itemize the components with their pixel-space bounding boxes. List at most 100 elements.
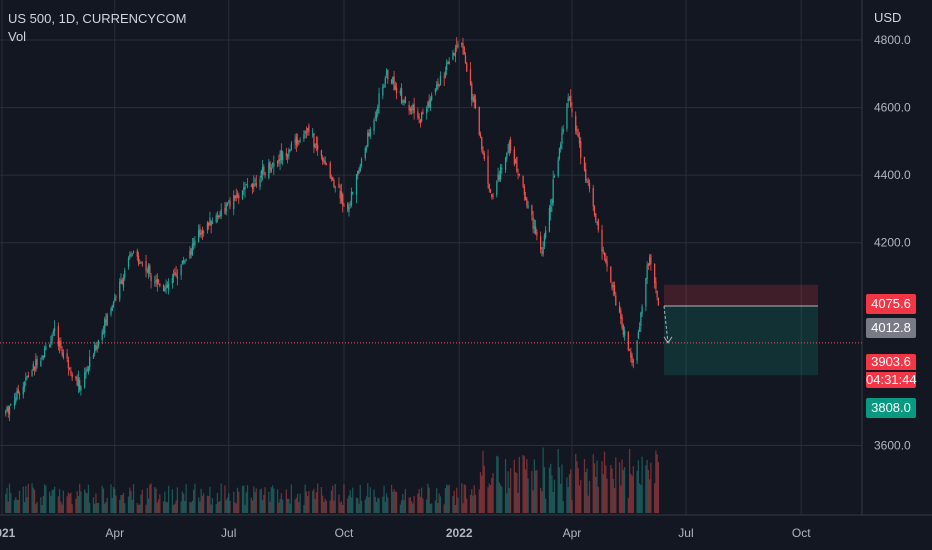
volume-bar — [120, 495, 122, 513]
candle-body — [655, 281, 657, 289]
candle-body — [273, 163, 275, 167]
volume-bar — [288, 498, 290, 513]
volume-bar — [517, 492, 519, 513]
volume-bar — [541, 491, 543, 513]
candle-body — [70, 370, 72, 374]
volume-bar — [632, 466, 634, 513]
candle-body — [552, 179, 554, 204]
candle-body — [399, 90, 401, 94]
candle-body — [474, 99, 477, 108]
volume-bar — [429, 503, 432, 513]
candle-body — [270, 167, 272, 172]
volume-bar — [561, 464, 563, 513]
volume-bar — [62, 490, 65, 513]
candle-body — [183, 260, 185, 263]
volume-bar — [605, 465, 607, 513]
volume-bar — [377, 497, 379, 513]
candle-body — [130, 253, 132, 257]
volume-bar — [647, 469, 650, 513]
stop-zone — [664, 284, 818, 306]
candle-body — [102, 330, 105, 332]
volume-bar — [190, 502, 192, 513]
volume-bar — [13, 499, 16, 513]
candle-body — [481, 137, 483, 150]
volume-bar — [130, 491, 132, 513]
volume-bar — [154, 487, 156, 513]
volume-bar — [384, 501, 386, 513]
volume-bar — [601, 461, 603, 513]
volume-bar — [508, 487, 510, 513]
volume-bar — [36, 501, 38, 513]
candle-body — [297, 139, 299, 144]
volume-bar — [115, 495, 117, 513]
volume-bar — [474, 494, 477, 513]
symbol-label[interactable]: US 500, 1D, CURRENCYCOM — [8, 11, 187, 26]
volume-bar — [23, 502, 26, 513]
volume-bar — [137, 504, 140, 513]
candle-body — [92, 354, 95, 359]
candle-body — [325, 164, 328, 166]
volume-bar — [50, 495, 52, 513]
volume-bar — [16, 499, 18, 513]
candle-body — [27, 375, 29, 377]
volume-bar — [145, 504, 147, 513]
volume-bar — [446, 484, 448, 513]
volume-bar — [76, 491, 78, 513]
candle-body — [602, 249, 604, 252]
volume-bar — [313, 488, 315, 513]
candle-body — [558, 148, 561, 159]
volume-bar — [367, 483, 369, 513]
candle-body — [36, 359, 38, 366]
candle-body — [132, 251, 135, 253]
volume-bar — [478, 489, 480, 513]
volume-bar — [364, 499, 366, 513]
volume-bar — [110, 484, 112, 513]
candle-body — [561, 132, 563, 144]
candle-body — [438, 84, 440, 86]
candle-body — [339, 190, 341, 199]
volume-bar — [461, 483, 463, 513]
volume-label[interactable]: Vol — [8, 29, 27, 44]
volume-bar — [514, 472, 517, 513]
candle-body — [155, 279, 157, 282]
volume-bar — [654, 483, 656, 513]
volume-bar — [532, 490, 534, 513]
candle-body — [233, 194, 235, 210]
volume-bar — [334, 483, 336, 513]
volume-bar — [447, 485, 449, 513]
candle-body — [330, 177, 333, 179]
candle-body — [522, 175, 524, 187]
volume-bar — [155, 488, 157, 513]
volume-bar — [198, 497, 200, 513]
y-tick-label: 4200.0 — [874, 236, 911, 250]
volume-bar — [342, 504, 344, 513]
candle-body — [557, 159, 559, 177]
candle-body — [280, 149, 282, 161]
volume-bar — [43, 484, 46, 513]
volume-bar — [67, 492, 70, 513]
candle-body — [315, 143, 318, 146]
candle-body — [57, 325, 59, 347]
candle-body — [305, 131, 308, 133]
candle-body — [536, 232, 538, 236]
volume-bar — [317, 483, 319, 513]
candle-body — [308, 125, 310, 133]
candle-body — [618, 305, 621, 313]
volume-bar — [6, 487, 8, 513]
volume-bar — [657, 462, 660, 513]
volume-bar — [92, 497, 95, 513]
candle-body — [387, 69, 389, 80]
candle-body — [124, 270, 126, 278]
x-tick-label: 2021 — [0, 526, 16, 540]
candle-body — [483, 153, 485, 159]
candle-body — [324, 160, 326, 165]
volume-bar — [269, 501, 271, 513]
volume-bar — [571, 499, 573, 513]
volume-bar — [324, 498, 326, 513]
volume-bar — [630, 473, 632, 513]
volume-bar — [368, 497, 370, 513]
volume-bar — [263, 494, 265, 513]
volume-bar — [597, 486, 599, 513]
trade-path — [663, 305, 669, 343]
